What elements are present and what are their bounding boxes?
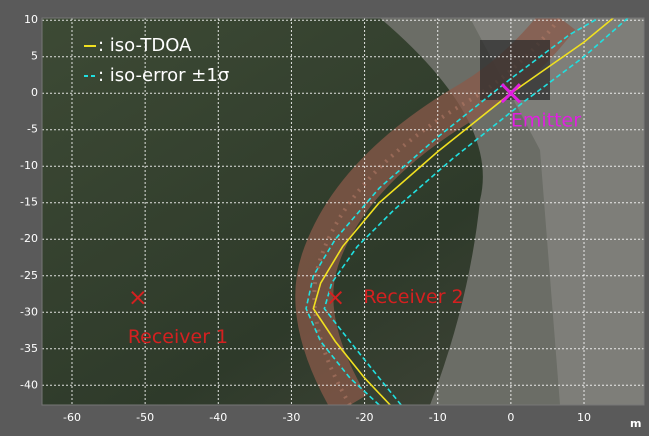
marker-label: Emitter	[511, 110, 581, 132]
y-tick-label: 10	[24, 13, 38, 26]
y-tick-label: -5	[27, 123, 38, 136]
x-tick-label: -30	[282, 411, 300, 424]
x-axis-label: m	[630, 417, 641, 430]
x-tick-label: -20	[356, 411, 374, 424]
y-tick-label: 5	[31, 50, 38, 63]
legend-label: : iso-TDOA	[98, 35, 192, 56]
y-tick-label: -10	[20, 159, 38, 172]
x-tick-label: 10	[577, 411, 591, 424]
y-tick-label: -40	[20, 378, 38, 391]
y-tick-label: 0	[31, 86, 38, 99]
y-tick-label: -25	[20, 269, 38, 282]
x-tick-label: -10	[429, 411, 447, 424]
y-tick-label: -15	[20, 196, 38, 209]
y-tick-label: -35	[20, 342, 38, 355]
x-tick-label: -60	[63, 411, 81, 424]
y-tick-label: -20	[20, 232, 38, 245]
x-tick-label: -40	[209, 411, 227, 424]
legend-label: : iso-error ±1σ	[98, 65, 229, 86]
y-tick-label: -30	[20, 305, 38, 318]
marker-label: Receiver 1	[128, 326, 228, 348]
x-tick-label: 0	[507, 411, 514, 424]
x-tick-label: -50	[136, 411, 154, 424]
chart: Receiver 1 Receiver 2 Emitter : iso-TDOA : i…	[0, 0, 649, 436]
marker-label: Receiver 2	[363, 286, 463, 308]
